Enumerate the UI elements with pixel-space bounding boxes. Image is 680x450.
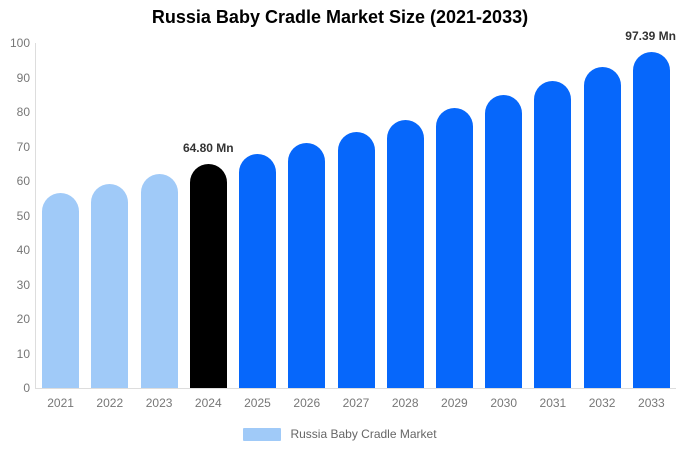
bar-2022[interactable] [91, 183, 129, 388]
legend[interactable]: Russia Baby Cradle Market [0, 427, 680, 441]
y-tick-label-0: 0 [23, 381, 30, 395]
x-tick-label-2028: 2028 [391, 396, 419, 410]
bar-2021[interactable] [42, 192, 80, 388]
bar-2031[interactable] [534, 80, 572, 388]
bar-2032[interactable] [583, 66, 621, 388]
x-tick-label-2030: 2030 [490, 396, 518, 410]
y-tick-label-10: 10 [16, 346, 30, 361]
x-tick-label-2025: 2025 [244, 396, 271, 410]
y-axis-line [35, 43, 36, 389]
data-label-2024: 64.80 Mn [182, 141, 234, 156]
y-tick-label-60: 60 [16, 174, 30, 188]
x-tick-label-2024: 2024 [194, 396, 222, 410]
bar-2027[interactable] [337, 132, 375, 388]
bar-2026[interactable] [288, 143, 326, 388]
legend-swatch [243, 427, 282, 441]
x-tick-label-2033: 2033 [638, 396, 665, 410]
bar-2029[interactable] [436, 107, 473, 388]
bar-2033[interactable] [632, 52, 670, 388]
bar-2023[interactable] [140, 174, 178, 388]
x-tick-label-2026: 2026 [293, 396, 321, 410]
y-tick-label-30: 30 [16, 277, 30, 292]
y-tick-label-100: 100 [9, 36, 30, 50]
bar-2028[interactable] [386, 119, 424, 388]
x-tick-label-2022: 2022 [96, 396, 124, 410]
legend-label: Russia Baby Cradle Market [290, 427, 437, 441]
x-tick-label-2032: 2032 [588, 396, 616, 410]
data-label-2033: 97.39 Mn [625, 29, 676, 43]
y-tick-label-40: 40 [16, 243, 30, 257]
chart-title: Russia Baby Cradle Market Size (2021-203… [151, 7, 529, 27]
x-axis-line [35, 388, 676, 389]
x-tick-label-2023: 2023 [145, 396, 173, 410]
bar-2030[interactable] [485, 94, 523, 389]
y-tick-label-50: 50 [16, 208, 30, 223]
x-tick-label-2029: 2029 [441, 396, 468, 410]
y-tick-label-80: 80 [16, 105, 30, 119]
bar-2024[interactable] [189, 164, 227, 388]
y-tick-label-90: 90 [16, 70, 30, 85]
x-tick-label-2021: 2021 [47, 396, 74, 410]
bar-2025[interactable] [239, 154, 276, 388]
x-tick-label-2027: 2027 [342, 396, 370, 410]
y-tick-label-20: 20 [16, 312, 30, 326]
x-tick-label-2031: 2031 [539, 396, 567, 410]
y-tick-label-70: 70 [16, 139, 30, 154]
